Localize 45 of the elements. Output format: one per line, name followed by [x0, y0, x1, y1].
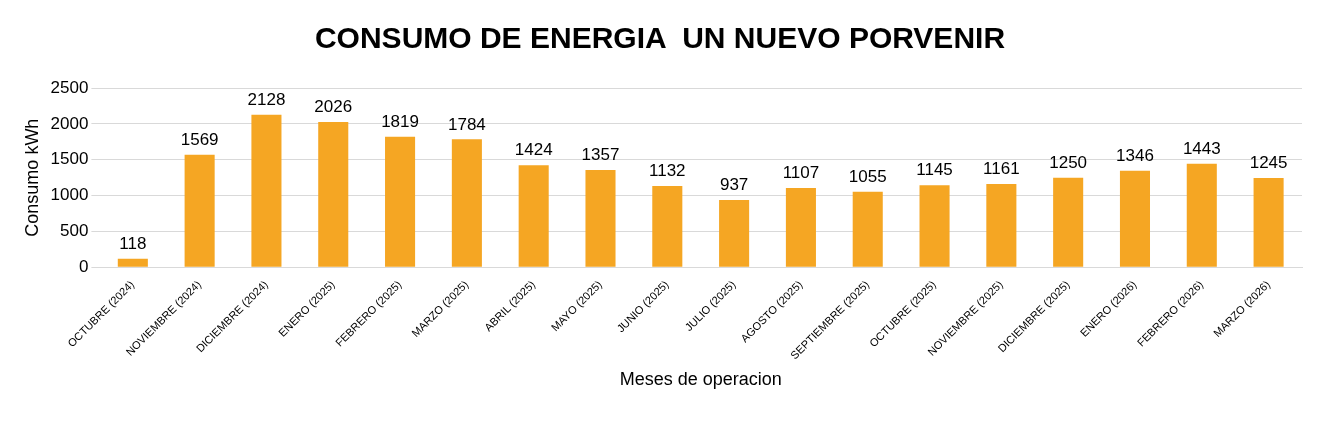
bar — [852, 191, 883, 267]
data-label: 1145 — [916, 160, 953, 180]
data-label: 1161 — [983, 159, 1020, 179]
bar — [919, 185, 950, 267]
bar — [785, 187, 816, 267]
y-tick-label: 2500 — [50, 77, 89, 97]
data-label: 1424 — [514, 140, 553, 160]
data-label: 1443 — [1182, 138, 1221, 158]
data-label: 1357 — [581, 145, 620, 165]
bar — [652, 186, 683, 267]
bar — [1053, 177, 1084, 267]
bar — [451, 139, 482, 267]
bar — [1253, 178, 1284, 267]
bar — [117, 258, 148, 267]
bar — [251, 114, 282, 267]
y-tick-label: 0 — [78, 256, 89, 276]
data-label: 1250 — [1049, 152, 1088, 172]
y-tick-label: 1500 — [50, 149, 89, 169]
bar — [1119, 170, 1151, 267]
data-label: 1132 — [649, 161, 686, 181]
data-label: 1819 — [381, 112, 419, 132]
bar — [719, 200, 750, 267]
data-label: 937 — [719, 175, 749, 195]
bar — [385, 136, 416, 267]
bar — [318, 121, 349, 267]
data-label: 1245 — [1249, 153, 1288, 173]
y-axis-title: Consumo kWh — [21, 118, 42, 237]
data-label: 1107 — [782, 163, 820, 183]
data-label: 1784 — [447, 114, 486, 134]
bar — [518, 165, 549, 267]
bar — [1186, 163, 1217, 267]
data-label: 2026 — [314, 97, 353, 117]
chart-title: CONSUMO DE ENERGIA UN NUEVO PORVENIR — [314, 21, 1006, 55]
data-label: 118 — [119, 234, 147, 254]
data-label: 1055 — [848, 166, 887, 186]
y-tick-label: 2000 — [50, 113, 89, 133]
y-tick-label: 500 — [60, 221, 89, 241]
bar — [585, 169, 616, 267]
bar — [184, 154, 215, 267]
x-axis-title: Meses de operacion — [619, 369, 782, 390]
data-label: 2128 — [247, 89, 286, 109]
bar — [986, 184, 1017, 267]
y-tick-label: 1000 — [50, 185, 89, 205]
data-label: 1569 — [180, 129, 219, 149]
data-label: 1346 — [1116, 145, 1154, 165]
